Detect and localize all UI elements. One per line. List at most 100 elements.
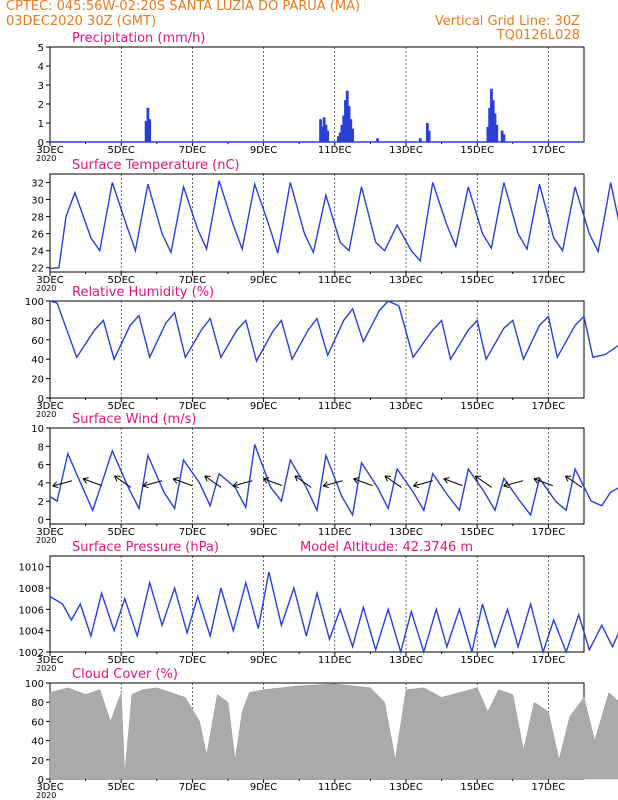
- wind-arrow: [204, 475, 222, 488]
- wind-arrow-head: [533, 477, 540, 484]
- cloud-ytick-label: 40: [31, 737, 44, 748]
- precip-bar: [490, 88, 493, 142]
- wind-title: Surface Wind (m/s): [72, 412, 196, 427]
- wind-arrow-shaft: [204, 475, 222, 488]
- cloud-xtick-label: 7DEC: [179, 782, 206, 793]
- rh-ytick-label: 40: [31, 355, 44, 366]
- precip-xtick-label: 15DEC: [460, 145, 494, 156]
- rh-ytick-label: 100: [25, 297, 44, 308]
- precip-bar: [324, 124, 328, 142]
- precip-bar: [493, 113, 497, 142]
- rh-xtick-label: 13DEC: [389, 401, 423, 412]
- precip-bar: [345, 90, 349, 142]
- cloud-year-label: 2020: [36, 791, 56, 800]
- temp-year-label: 2020: [36, 284, 56, 293]
- precip-bar: [336, 136, 340, 142]
- wind-arrow-head: [443, 477, 450, 484]
- cloud-xtick-label: 5DEC: [108, 782, 135, 793]
- wind-ytick-label: 2: [38, 497, 44, 508]
- pressure-ytick-label: 1010: [19, 563, 44, 574]
- wind-line: [49, 444, 618, 517]
- wind-arrow: [142, 480, 163, 489]
- temp-xtick-label: 5DEC: [108, 275, 135, 286]
- precip-bar: [347, 105, 351, 142]
- wind-arrow: [322, 480, 343, 489]
- cloud-xtick-label: 9DEC: [250, 782, 277, 793]
- precip-bar: [322, 117, 326, 142]
- temp-title: Surface Temperature (nC): [72, 158, 240, 173]
- precip-xtick-label: 13DEC: [389, 145, 423, 156]
- rh-line: [49, 300, 618, 363]
- precip-bar: [500, 130, 504, 142]
- precip-bar: [344, 100, 347, 142]
- wind-arrow: [82, 477, 102, 487]
- wind-arrow: [353, 477, 373, 487]
- wind-arrow-head: [353, 477, 360, 484]
- precip-bar: [349, 119, 353, 142]
- wind-arrow: [384, 475, 402, 488]
- cloud-title: Cloud Cover (%): [72, 667, 178, 682]
- wind-arrow-head: [52, 481, 59, 489]
- wind-arrow-head: [413, 481, 420, 489]
- precip-bar: [486, 126, 490, 142]
- precip-bar: [425, 123, 429, 142]
- temp-ytick-label: 32: [31, 179, 44, 190]
- wind-arrow: [52, 480, 73, 489]
- wind-arrow: [503, 480, 524, 489]
- wind-arrow-head: [474, 475, 482, 482]
- rh-xtick-label: 9DEC: [250, 401, 277, 412]
- pressure-extra-label: Model Altitude: 42.3746 m: [300, 540, 473, 555]
- precip-bar: [320, 126, 324, 142]
- cloud-ytick-label: 20: [31, 756, 44, 767]
- rh-year-label: 2020: [36, 410, 56, 419]
- wind-arrow-shaft: [82, 478, 102, 487]
- pressure-ytick-label: 1006: [19, 605, 44, 616]
- wind-arrow-shaft: [323, 480, 343, 487]
- wind-arrow-head: [114, 475, 121, 482]
- pressure-xtick-label: 7DEC: [179, 655, 206, 666]
- precip-bar: [146, 107, 150, 142]
- rh-xtick-label: 3DEC: [36, 401, 63, 412]
- rh-frame: [49, 300, 585, 399]
- cloud-area: [49, 683, 618, 780]
- temp-ytick-label: 28: [31, 213, 44, 224]
- precip-bar: [495, 124, 499, 142]
- header-grid-note: Vertical Grid Line: 30Z: [434, 14, 580, 29]
- cloud-xtick-label: 3DEC: [36, 782, 63, 793]
- wind-arrow-head: [82, 477, 89, 484]
- cloud-ytick-label: 60: [31, 717, 44, 728]
- wind-xtick-label: 7DEC: [179, 527, 206, 538]
- pressure-xtick-label: 9DEC: [250, 655, 277, 666]
- temp-ytick-label: 22: [31, 264, 44, 275]
- wind-arrow-shaft: [503, 480, 524, 487]
- wind-arrow-head: [204, 475, 211, 482]
- wind-arrow-shaft: [443, 478, 463, 487]
- wind-xtick-label: 9DEC: [250, 527, 277, 538]
- temp-xtick-label: 13DEC: [389, 275, 423, 286]
- wind-arrow: [533, 477, 553, 487]
- pressure-xtick-label: 11DEC: [318, 655, 352, 666]
- precip-xtick-label: 17DEC: [532, 145, 566, 156]
- header-model-code: TQ0126L028: [496, 28, 580, 43]
- wind-arrow-head: [142, 481, 149, 489]
- precip-bar: [338, 132, 342, 142]
- wind-arrow: [172, 477, 193, 487]
- pressure-frame: [49, 555, 585, 653]
- temp-line: [49, 180, 618, 270]
- temp-xtick-label: 17DEC: [532, 275, 566, 286]
- precip-year-label: 2020: [36, 154, 56, 163]
- precip-bar: [418, 138, 422, 142]
- temp-ytick-label: 30: [31, 196, 44, 207]
- pressure-line: [49, 571, 618, 655]
- wind-arrow-shaft: [413, 480, 433, 487]
- rh-ytick-label: 80: [31, 316, 44, 327]
- wind-xtick-label: 5DEC: [108, 527, 135, 538]
- precip-ytick-label: 0: [38, 138, 44, 149]
- precip-bar: [376, 138, 379, 142]
- precip-bar: [326, 130, 330, 142]
- precip-bar: [342, 115, 346, 142]
- precip-bar: [488, 107, 492, 142]
- precip-xtick-label: 7DEC: [179, 145, 206, 156]
- rh-title: Relative Humidity (%): [72, 285, 214, 300]
- precip-bar: [148, 119, 152, 142]
